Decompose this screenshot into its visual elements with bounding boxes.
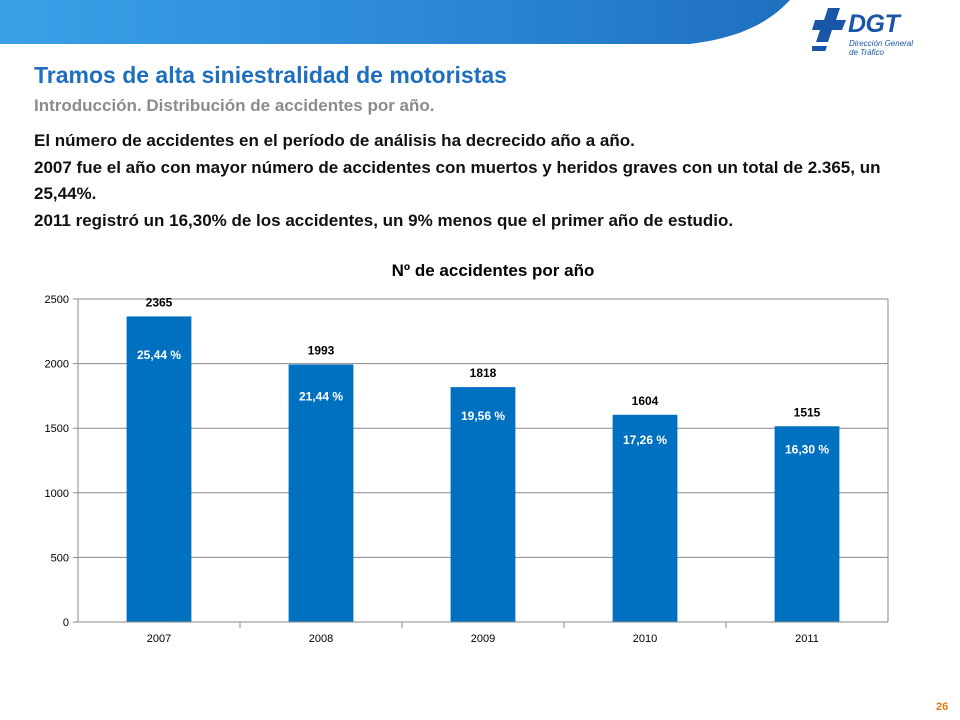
y-tick-label: 2500 <box>45 294 69 306</box>
header-band-shape <box>0 0 796 50</box>
dgt-logo-subtitle: Dirección General de Tráfico <box>849 39 949 57</box>
x-tick-label: 2007 <box>147 633 171 645</box>
bar-2007 <box>126 316 192 622</box>
dgt-logo-text: DGT <box>848 10 900 38</box>
chart-title: Nº de accidentes por año <box>392 261 595 280</box>
bar-2010 <box>612 414 678 622</box>
bar-value-label: 1515 <box>794 405 821 419</box>
summary-line-2: 2007 fue el año con mayor número de acci… <box>34 157 881 204</box>
y-tick-label: 1000 <box>45 488 69 500</box>
summary-text: El número de accidentes en el período de… <box>34 128 934 234</box>
accidents-bar-chart: Nº de accidentes por año 0 500 1000 1500 2000… <box>45 261 889 645</box>
bar-percent-label: 25,44 % <box>137 348 181 362</box>
dgt-logo-subtitle-line2: de Tráfico <box>849 48 884 57</box>
bar-percent-label: 19,56 % <box>461 409 505 423</box>
x-tick-label: 2010 <box>633 633 657 645</box>
x-tick-label: 2008 <box>309 633 333 645</box>
y-tick-label: 2000 <box>45 359 69 371</box>
bar-2011 <box>774 426 840 622</box>
bar-2008 <box>288 364 354 622</box>
y-tick-label: 0 <box>63 617 69 629</box>
x-tick-label: 2011 <box>795 633 819 645</box>
dgt-logo-subtitle-line1: Dirección General <box>849 39 914 48</box>
dgt-logo-mark-icon <box>812 8 846 51</box>
y-tick-label: 500 <box>51 552 69 564</box>
bar-2009 <box>450 387 516 622</box>
page-subtitle: Introducción. Distribución de accidentes… <box>34 96 435 115</box>
bar-percent-label: 17,26 % <box>623 433 667 447</box>
page-title: Tramos de alta siniestralidad de motoris… <box>34 62 507 88</box>
dgt-logo: DGT Dirección General de Tráfico <box>812 6 952 60</box>
bar-percent-label: 21,44 % <box>299 390 343 404</box>
bar-percent-label: 16,30 % <box>785 443 829 457</box>
y-tick-label: 1500 <box>45 423 69 435</box>
bar-value-label: 2365 <box>146 295 173 309</box>
x-tick-label: 2009 <box>471 633 495 645</box>
bar-value-label: 1604 <box>632 394 659 408</box>
summary-line-1: El número de accidentes en el período de… <box>34 131 635 150</box>
bar-value-label: 1818 <box>470 366 497 380</box>
page-number: 26 <box>936 701 949 713</box>
summary-line-3: 2011 registró un 16,30% de los accidente… <box>34 210 734 230</box>
bar-value-label: 1993 <box>308 344 335 358</box>
header-band <box>0 0 960 60</box>
